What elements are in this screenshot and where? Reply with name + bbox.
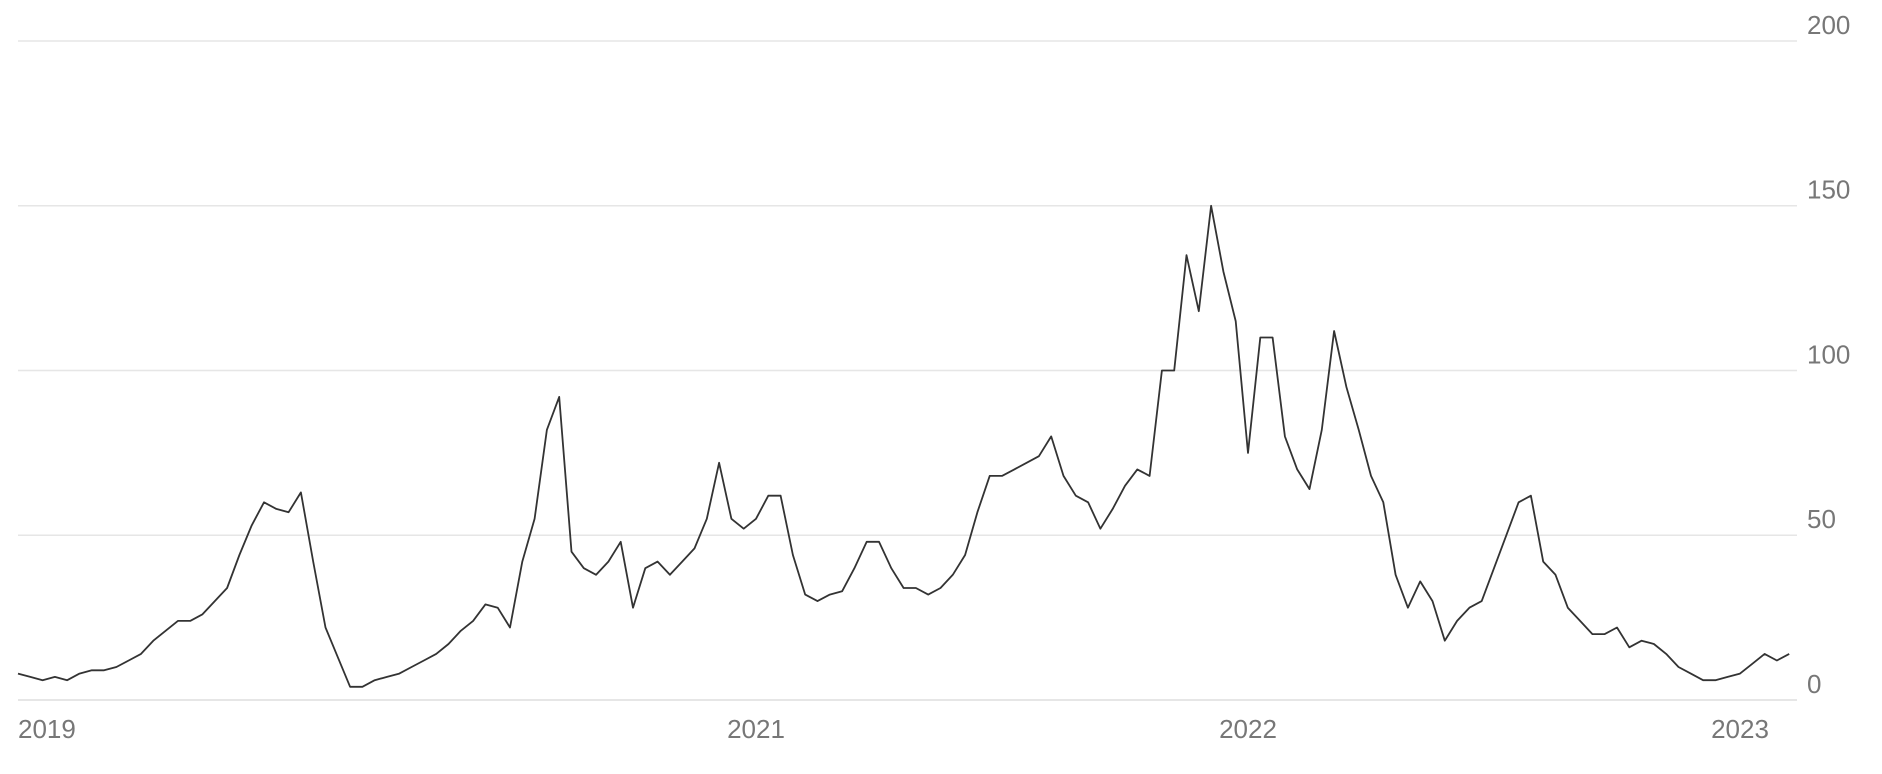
x-tick-label: 2021 [727,714,785,744]
y-tick-label: 150 [1807,175,1850,205]
y-tick-label: 50 [1807,504,1836,534]
y-tick-label: 0 [1807,669,1821,699]
y-tick-label: 200 [1807,10,1850,40]
y-tick-label: 100 [1807,339,1850,369]
x-tick-label: 2023 [1711,714,1769,744]
x-tick-label: 2019 [18,714,76,744]
x-tick-label: 2022 [1219,714,1277,744]
price-line [17,204,1790,688]
